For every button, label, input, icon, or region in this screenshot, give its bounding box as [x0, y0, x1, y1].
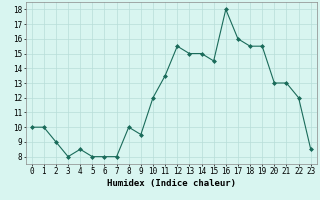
X-axis label: Humidex (Indice chaleur): Humidex (Indice chaleur) — [107, 179, 236, 188]
